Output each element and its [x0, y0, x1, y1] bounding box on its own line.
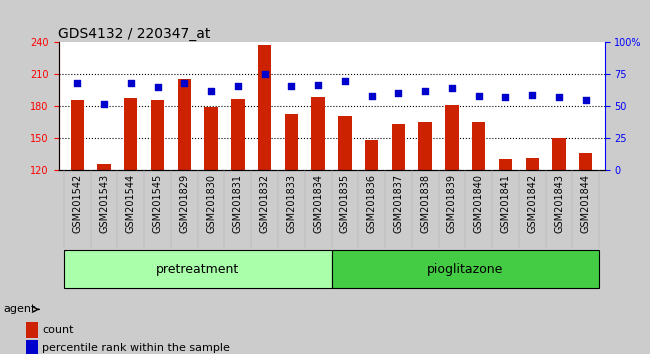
Point [340, 78, 350, 84]
Text: GSM201834: GSM201834 [313, 174, 323, 233]
Bar [579, 153, 592, 170]
Text: GSM201829: GSM201829 [179, 174, 189, 233]
Bar [124, 98, 137, 170]
Text: count: count [42, 325, 73, 336]
Bar [204, 107, 218, 170]
Text: pretreatment: pretreatment [156, 263, 239, 275]
Point [179, 80, 190, 86]
Bar [445, 105, 459, 170]
Point [367, 93, 377, 99]
Bar [258, 45, 271, 170]
Bar [151, 100, 164, 170]
Text: percentile rank within the sample: percentile rank within the sample [42, 343, 230, 353]
Text: GSM201544: GSM201544 [125, 174, 136, 233]
Text: GSM201543: GSM201543 [99, 174, 109, 233]
Text: GSM201840: GSM201840 [474, 174, 484, 233]
Point [72, 80, 83, 86]
Point [313, 82, 323, 87]
Text: GSM201843: GSM201843 [554, 174, 564, 233]
Text: GSM201545: GSM201545 [153, 174, 162, 233]
Bar [98, 164, 111, 170]
Text: GSM201837: GSM201837 [393, 174, 404, 233]
Point [206, 88, 216, 94]
Bar [64, 250, 332, 288]
Point [580, 97, 591, 103]
Bar [231, 99, 244, 170]
Text: GSM201838: GSM201838 [420, 174, 430, 233]
Bar [499, 159, 512, 170]
Bar [392, 124, 405, 170]
Point [233, 83, 243, 88]
Bar [552, 138, 566, 170]
Text: GSM201830: GSM201830 [206, 174, 216, 233]
Bar [26, 340, 38, 354]
Text: GSM201839: GSM201839 [447, 174, 457, 233]
Text: agent: agent [3, 304, 36, 314]
Bar [332, 250, 599, 288]
Point [473, 93, 484, 99]
Point [152, 84, 162, 90]
Point [447, 86, 457, 91]
Text: GSM201836: GSM201836 [367, 174, 376, 233]
Bar [365, 140, 378, 170]
Bar [419, 122, 432, 170]
Point [500, 95, 511, 100]
Point [99, 101, 109, 107]
Point [527, 92, 538, 98]
Text: GSM201831: GSM201831 [233, 174, 243, 233]
Text: GDS4132 / 220347_at: GDS4132 / 220347_at [58, 27, 211, 41]
Bar [338, 116, 352, 170]
Text: GSM201542: GSM201542 [72, 174, 83, 233]
Point [259, 72, 270, 77]
Point [554, 95, 564, 100]
Bar [285, 114, 298, 170]
Point [125, 80, 136, 86]
Bar [71, 100, 84, 170]
Point [420, 88, 430, 94]
Point [393, 91, 404, 96]
Text: GSM201841: GSM201841 [500, 174, 510, 233]
Text: GSM201832: GSM201832 [259, 174, 270, 233]
Bar [526, 158, 539, 170]
Point [286, 83, 296, 88]
Bar [177, 79, 191, 170]
Text: GSM201835: GSM201835 [340, 174, 350, 233]
Text: pioglitazone: pioglitazone [427, 263, 504, 275]
Text: GSM201844: GSM201844 [580, 174, 591, 233]
Text: GSM201842: GSM201842 [527, 174, 538, 233]
Bar [26, 322, 38, 338]
Bar [311, 97, 325, 170]
Text: GSM201833: GSM201833 [287, 174, 296, 233]
Bar [472, 122, 486, 170]
